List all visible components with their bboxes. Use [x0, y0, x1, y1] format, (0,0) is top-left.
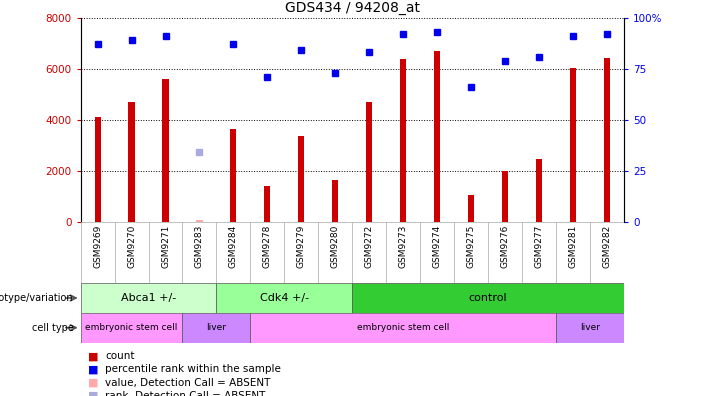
- Text: GSM9271: GSM9271: [161, 225, 170, 268]
- Text: GSM9277: GSM9277: [534, 225, 543, 268]
- Text: GSM9278: GSM9278: [263, 225, 272, 268]
- Text: GSM9284: GSM9284: [229, 225, 238, 268]
- Bar: [556, 313, 624, 343]
- Text: Cdk4 +/-: Cdk4 +/-: [260, 293, 309, 303]
- Text: rank, Detection Call = ABSENT: rank, Detection Call = ABSENT: [105, 390, 266, 396]
- Text: GSM9281: GSM9281: [569, 225, 578, 268]
- Bar: [196, 220, 203, 222]
- Title: GDS434 / 94208_at: GDS434 / 94208_at: [285, 2, 420, 15]
- Bar: [128, 102, 135, 222]
- Text: GSM9283: GSM9283: [195, 225, 204, 268]
- Bar: [468, 195, 474, 222]
- Bar: [604, 58, 610, 222]
- Bar: [163, 79, 168, 222]
- Bar: [434, 51, 440, 222]
- Text: control: control: [469, 293, 508, 303]
- Bar: [353, 283, 624, 313]
- Text: liver: liver: [206, 323, 226, 332]
- Text: ■: ■: [88, 390, 98, 396]
- Text: cell type: cell type: [32, 323, 74, 333]
- Bar: [502, 171, 508, 222]
- Text: embryonic stem cell: embryonic stem cell: [357, 323, 449, 332]
- Text: embryonic stem cell: embryonic stem cell: [86, 323, 178, 332]
- Bar: [570, 68, 576, 222]
- Text: GSM9280: GSM9280: [331, 225, 340, 268]
- Bar: [95, 117, 101, 222]
- Bar: [182, 313, 250, 343]
- Text: GSM9276: GSM9276: [501, 225, 510, 268]
- Text: GSM9279: GSM9279: [297, 225, 306, 268]
- Bar: [332, 181, 339, 222]
- Text: count: count: [105, 351, 135, 362]
- Bar: [231, 129, 236, 222]
- Text: GSM9270: GSM9270: [127, 225, 136, 268]
- Bar: [366, 102, 372, 222]
- Text: liver: liver: [580, 323, 600, 332]
- Bar: [298, 136, 304, 222]
- Text: ■: ■: [88, 351, 98, 362]
- Bar: [264, 186, 271, 222]
- Bar: [81, 313, 182, 343]
- Bar: [536, 158, 542, 222]
- Text: value, Detection Call = ABSENT: value, Detection Call = ABSENT: [105, 377, 271, 388]
- Bar: [400, 59, 407, 222]
- Text: GSM9273: GSM9273: [399, 225, 408, 268]
- Text: GSM9275: GSM9275: [467, 225, 475, 268]
- Text: percentile rank within the sample: percentile rank within the sample: [105, 364, 281, 375]
- Text: GSM9272: GSM9272: [365, 225, 374, 268]
- Text: genotype/variation: genotype/variation: [0, 293, 74, 303]
- Text: GSM9282: GSM9282: [602, 225, 611, 268]
- Text: ■: ■: [88, 364, 98, 375]
- Text: Abca1 +/-: Abca1 +/-: [121, 293, 176, 303]
- Bar: [81, 283, 217, 313]
- Text: GSM9274: GSM9274: [433, 225, 442, 268]
- Bar: [250, 313, 556, 343]
- Text: ■: ■: [88, 377, 98, 388]
- Text: GSM9269: GSM9269: [93, 225, 102, 268]
- Bar: [217, 283, 353, 313]
